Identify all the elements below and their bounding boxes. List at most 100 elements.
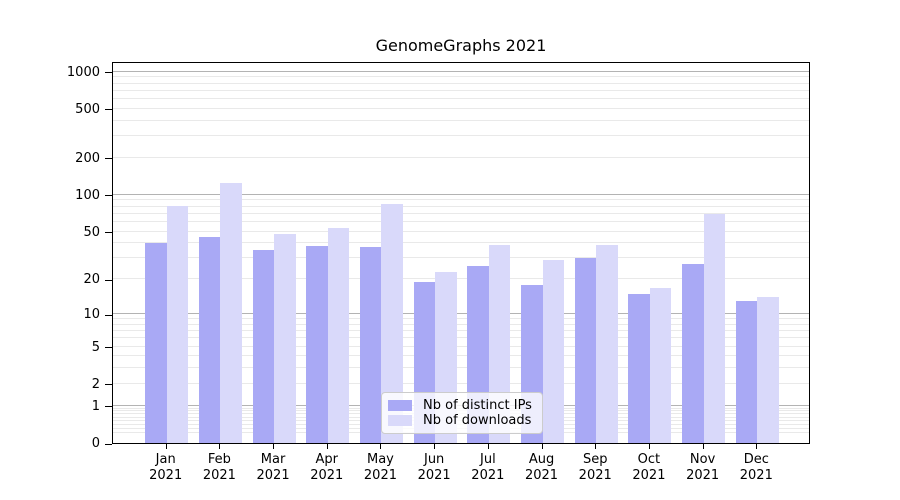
gridline-major-100 <box>113 193 809 195</box>
gridline-minor-7 <box>113 330 809 332</box>
x-tick-label-nov: Nov 2021 <box>686 452 719 484</box>
x-tick-month: Mar <box>260 452 286 467</box>
x-tick-year: 2021 <box>417 468 451 483</box>
bar-downloads-dec <box>757 297 779 443</box>
x-tick-year: 2021 <box>739 468 773 483</box>
bar-distinct-ips-oct <box>628 293 650 443</box>
legend-swatch-downloads-icon <box>388 415 412 426</box>
x-tick-year: 2021 <box>310 468 344 483</box>
gridline-minor-40 <box>113 242 809 244</box>
bar-downloads-jan <box>166 206 189 443</box>
y-tick-mark-20 <box>105 279 112 281</box>
gridline-minor-8 <box>113 323 809 325</box>
x-tick-month: Feb <box>207 452 231 467</box>
gridline-minor-700 <box>113 89 809 91</box>
x-tick-mark-feb <box>219 444 221 449</box>
bar-downloads-feb <box>220 182 242 443</box>
bar-downloads-may <box>381 203 403 443</box>
gridline-minor-60 <box>113 220 809 222</box>
y-tick-mark-10 <box>105 314 112 316</box>
y-tick-label-200: 200 <box>75 150 100 166</box>
chart-title: GenomeGraphs 2021 <box>375 36 547 55</box>
x-tick-mark-sep <box>595 444 597 449</box>
gridline-minor-80 <box>113 205 809 207</box>
gridline-minor-2 <box>113 382 809 384</box>
x-tick-label-dec: Dec 2021 <box>740 452 773 484</box>
legend-entry-distinct-ips: Nb of distinct IPs <box>388 398 534 413</box>
x-tick-month: Jun <box>423 452 445 467</box>
gridline-minor-30 <box>113 257 809 259</box>
y-tick-label-100: 100 <box>75 187 100 203</box>
bar-distinct-ips-jan <box>145 243 167 443</box>
gridline-minor-90 <box>113 199 809 201</box>
gridline-minor-800 <box>113 82 809 84</box>
x-tick-year: 2021 <box>524 468 559 483</box>
x-tick-label-feb: Feb 2021 <box>203 452 236 484</box>
x-tick-mark-oct <box>648 444 650 449</box>
x-tick-month: Dec <box>743 452 769 467</box>
gridline-minor-300 <box>113 135 809 137</box>
bar-downloads-oct <box>649 287 672 443</box>
x-tick-year: 2021 <box>632 468 666 483</box>
bar-distinct-ips-feb <box>198 237 221 443</box>
gridline-minor-20 <box>113 278 809 280</box>
bar-distinct-ips-may <box>359 247 382 443</box>
x-tick-mark-jun <box>434 444 436 449</box>
gridline-minor-3 <box>113 367 809 369</box>
plot-area: Nb of distinct IPs Nb of downloads <box>112 62 810 444</box>
y-tick-mark-1000 <box>105 72 112 74</box>
bar-distinct-ips-dec <box>735 301 758 443</box>
gridline-minor-500 <box>113 107 809 109</box>
x-tick-label-may: May 2021 <box>364 452 397 484</box>
gridline-minor-70 <box>113 212 809 214</box>
bar-downloads-sep <box>596 244 618 443</box>
gridline-major-1000 <box>113 70 809 72</box>
gridline-minor-4 <box>113 355 809 357</box>
x-tick-month: Sep <box>582 452 608 467</box>
x-tick-year: 2021 <box>149 468 183 483</box>
gridline-minor-9 <box>113 318 809 320</box>
x-tick-mark-jul <box>487 444 489 449</box>
bar-distinct-ips-apr <box>306 246 328 443</box>
x-tick-mark-jan <box>165 444 167 449</box>
x-tick-year: 2021 <box>256 468 290 483</box>
legend-entry-downloads: Nb of downloads <box>388 413 534 428</box>
bar-downloads-apr <box>327 227 350 443</box>
bar-distinct-ips-mar <box>252 250 275 443</box>
x-tick-label-mar: Mar 2021 <box>257 452 290 484</box>
bar-distinct-ips-sep <box>574 258 597 443</box>
y-tick-mark-1 <box>105 406 112 408</box>
y-tick-mark-200 <box>105 158 112 160</box>
legend-label-distinct-ips: Nb of distinct IPs <box>423 398 532 413</box>
x-tick-mark-aug <box>541 444 543 449</box>
y-tick-mark-50 <box>105 232 112 234</box>
y-tick-mark-5 <box>105 347 112 349</box>
gridline-minor-6 <box>113 337 809 339</box>
x-tick-label-aug: Aug 2021 <box>525 452 558 484</box>
legend-label-downloads: Nb of downloads <box>423 413 532 428</box>
x-tick-year: 2021 <box>202 468 236 483</box>
x-tick-month: Jan <box>155 452 176 467</box>
y-tick-label-1000: 1000 <box>66 64 100 80</box>
x-tick-month: Apr <box>315 452 339 467</box>
x-tick-month: May <box>367 452 394 467</box>
x-tick-mark-may <box>380 444 382 449</box>
x-tick-month: Aug <box>528 452 555 467</box>
y-tick-label-500: 500 <box>75 101 100 117</box>
x-tick-mark-mar <box>273 444 275 449</box>
bar-downloads-aug <box>542 260 565 443</box>
x-tick-year: 2021 <box>471 468 505 483</box>
bar-distinct-ips-nov <box>682 263 704 443</box>
y-tick-mark-0 <box>105 443 112 445</box>
gridline-minor-50 <box>113 230 809 232</box>
gridline-minor-600 <box>113 97 809 99</box>
bar-downloads-mar <box>274 233 296 443</box>
gridline-minor-200 <box>113 156 809 158</box>
y-tick-label-50: 50 <box>83 224 100 240</box>
y-tick-label-20: 20 <box>83 272 100 288</box>
y-tick-label-10: 10 <box>83 307 100 323</box>
x-tick-label-sep: Sep 2021 <box>579 452 612 484</box>
x-tick-year: 2021 <box>578 468 612 483</box>
x-tick-mark-nov <box>702 444 704 449</box>
